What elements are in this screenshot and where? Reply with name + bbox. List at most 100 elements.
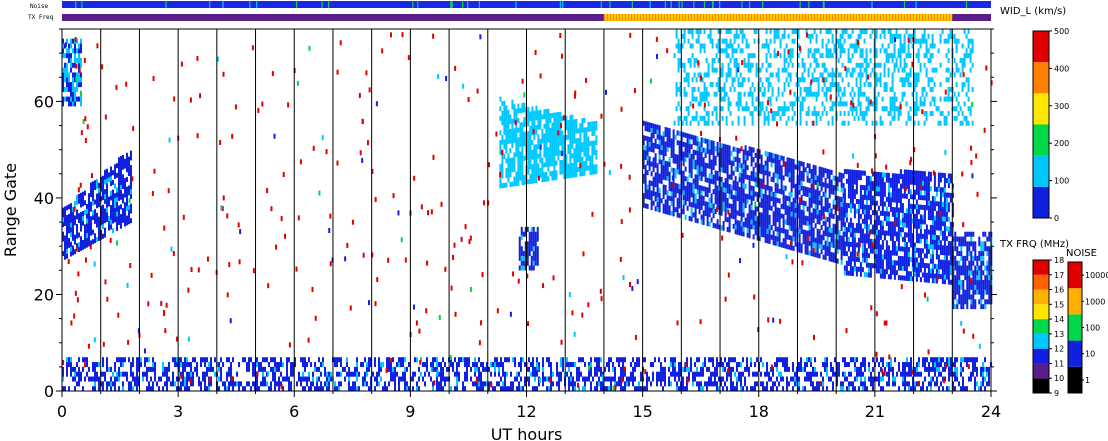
scatter-point xyxy=(348,371,350,377)
scatter-point xyxy=(808,231,811,237)
scatter-point xyxy=(982,362,984,368)
scatter-point xyxy=(708,163,711,169)
scatter-point xyxy=(583,151,586,157)
scatter-point xyxy=(208,362,210,368)
scatter-point xyxy=(774,362,776,368)
scatter-point xyxy=(853,174,856,180)
scatter-point xyxy=(746,150,749,156)
scatter-point xyxy=(517,108,520,114)
scatter-point xyxy=(70,203,72,209)
scatter-point xyxy=(814,386,816,392)
scatter-point xyxy=(838,362,840,368)
scatter-point xyxy=(786,166,789,172)
scatter-point xyxy=(834,180,837,186)
scatter-point xyxy=(513,176,516,182)
scatter-point xyxy=(901,217,904,223)
noise-strip-tick xyxy=(249,1,251,8)
scatter-point xyxy=(116,216,118,222)
scatter-point xyxy=(486,381,488,387)
scatter-point xyxy=(480,371,482,377)
scatter-point xyxy=(644,150,647,156)
scatter-point xyxy=(832,257,835,263)
scatter-point xyxy=(547,152,550,158)
scatter-point xyxy=(544,376,546,382)
scatter-point xyxy=(780,174,783,180)
scatter-point xyxy=(472,362,474,368)
scatter-point xyxy=(528,376,530,382)
scatter-point xyxy=(88,376,90,382)
scatter-point xyxy=(784,166,787,172)
scatter-point xyxy=(750,195,753,201)
scatter-point xyxy=(670,148,673,154)
scatter-point xyxy=(931,244,934,250)
scatter-point xyxy=(508,357,510,363)
scatter-point xyxy=(224,381,226,387)
scatter-point xyxy=(832,223,835,229)
scatter-point xyxy=(935,268,938,274)
scatter-point xyxy=(858,366,860,372)
scatter-point xyxy=(62,222,64,228)
scatter-point xyxy=(298,376,300,382)
scatter-point xyxy=(656,163,659,169)
scatter-point xyxy=(531,106,534,112)
scatter-point xyxy=(112,371,114,377)
scatter-point xyxy=(553,122,556,128)
scatter-point xyxy=(812,232,815,238)
scatter-point xyxy=(921,257,924,263)
scatter-point xyxy=(922,362,924,368)
scatter-point xyxy=(710,371,712,377)
scatter-point xyxy=(804,366,806,372)
scatter-point xyxy=(606,376,608,382)
scatter-point xyxy=(682,180,685,186)
scatter-point xyxy=(577,147,580,153)
scatter-point xyxy=(766,386,768,392)
scatter-point xyxy=(536,236,539,242)
scatter-point xyxy=(889,226,892,232)
scatter-point xyxy=(702,210,705,216)
tx-freq-hatch xyxy=(627,14,629,21)
scatter-point xyxy=(760,154,763,160)
scatter-point xyxy=(656,124,659,130)
scatter-point xyxy=(84,243,86,249)
scatter-point xyxy=(523,141,526,147)
scatter-point xyxy=(881,244,884,250)
scatter-point xyxy=(710,198,713,204)
scatter-point xyxy=(252,381,254,387)
scatter-point xyxy=(114,366,116,372)
scatter-point xyxy=(318,386,320,392)
scatter-point xyxy=(480,386,482,392)
scatter-point xyxy=(78,371,80,377)
scatter-point xyxy=(434,357,436,363)
scatter-point xyxy=(887,259,890,265)
scatter-point xyxy=(384,381,386,387)
scatter-point xyxy=(881,230,884,236)
scatter-point xyxy=(666,137,669,143)
scatter-point xyxy=(908,386,910,392)
scatter-point xyxy=(539,109,542,115)
scatter-point xyxy=(858,371,860,377)
scatter-point xyxy=(528,366,530,372)
scatter-point xyxy=(672,371,674,377)
scatter-point xyxy=(654,206,657,212)
scatter-point xyxy=(863,257,866,263)
scatter-point xyxy=(670,181,673,187)
scatter-point xyxy=(92,181,94,187)
scatter-point xyxy=(533,163,536,169)
scatter-point xyxy=(577,152,580,158)
scatter-point xyxy=(904,386,906,392)
scatter-point xyxy=(98,216,100,222)
scatter-point xyxy=(682,381,684,387)
scatter-point xyxy=(712,155,715,161)
noise-strip-tick xyxy=(871,1,873,8)
scatter-point xyxy=(988,381,990,387)
scatter-point xyxy=(656,144,659,150)
scatter-point xyxy=(666,209,669,215)
scatter-point xyxy=(782,228,785,234)
scatter-point xyxy=(549,137,552,143)
scatter-point xyxy=(724,153,727,159)
scatter-point xyxy=(64,235,66,241)
scatter-point xyxy=(556,362,558,368)
scatter-point xyxy=(478,357,480,363)
scatter-point xyxy=(851,198,854,204)
scatter-point xyxy=(922,386,924,392)
